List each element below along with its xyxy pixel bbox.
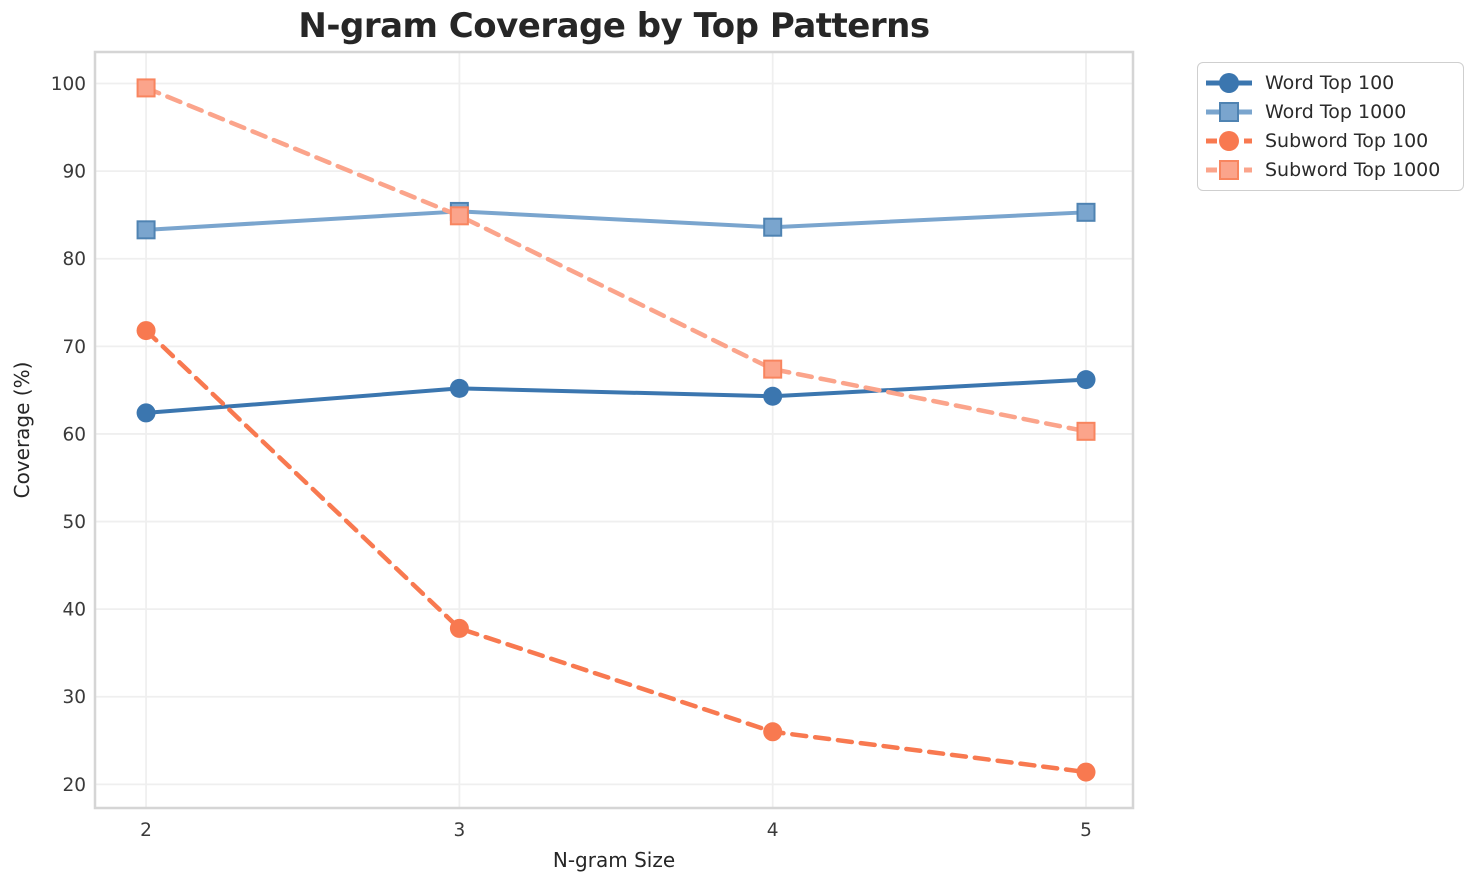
data-point	[136, 321, 156, 341]
data-point	[1076, 762, 1096, 782]
x-tick-label: 2	[140, 820, 152, 841]
series-line-3	[143, 85, 1089, 434]
data-point	[136, 403, 156, 423]
y-tick-label: 60	[62, 424, 86, 445]
data-point	[449, 618, 469, 638]
x-axis-label: N-gram Size	[552, 848, 676, 872]
plot-frame	[93, 50, 1135, 810]
legend-swatch-icon	[1206, 131, 1252, 152]
y-tick-label: 90	[62, 162, 86, 183]
legend-label: Subword Top 1000	[1265, 159, 1441, 182]
data-point	[763, 386, 783, 406]
y-tick-label: 70	[62, 337, 86, 358]
legend-item-word-top-100: Word Top 100	[1204, 68, 1457, 97]
data-point	[1076, 421, 1096, 441]
data-point	[136, 220, 156, 240]
series-line-0	[144, 377, 1089, 415]
data-point	[763, 359, 783, 379]
y-tick-label: 80	[62, 249, 86, 270]
legend-swatch-icon	[1206, 72, 1252, 93]
legend-item-subword-top-1000: Subword Top 1000	[1204, 156, 1457, 185]
legend-swatch-icon	[1206, 101, 1252, 122]
y-tick-label: 50	[62, 512, 86, 533]
x-tick-label: 4	[767, 820, 779, 841]
data-point	[449, 378, 469, 398]
legend-label: Word Top 1000	[1265, 100, 1407, 123]
legend-item-subword-top-100: Subword Top 100	[1204, 127, 1457, 156]
legend: Word Top 100 Word Top 1000 Subword Top 1…	[1197, 62, 1464, 191]
x-tick-label: 3	[453, 820, 465, 841]
y-tick-label: 100	[51, 74, 86, 95]
data-point	[763, 217, 783, 237]
legend-label: Word Top 100	[1265, 71, 1395, 94]
x-tick-label: 5	[1080, 820, 1092, 841]
y-tick-label: 30	[62, 687, 86, 708]
chart-title: N-gram Coverage by Top Patterns	[298, 6, 930, 46]
series-line-1	[144, 209, 1089, 232]
legend-item-word-top-1000: Word Top 1000	[1204, 97, 1457, 126]
data-point	[449, 206, 469, 226]
y-tick-label: 40	[62, 600, 86, 621]
data-point	[763, 722, 783, 742]
data-point	[136, 78, 156, 98]
series-line-2	[143, 328, 1089, 775]
data-point	[1076, 370, 1096, 390]
data-point	[1076, 202, 1096, 222]
legend-swatch-icon	[1206, 160, 1252, 181]
legend-label: Subword Top 100	[1265, 130, 1429, 153]
y-tick-label: 20	[62, 775, 86, 796]
